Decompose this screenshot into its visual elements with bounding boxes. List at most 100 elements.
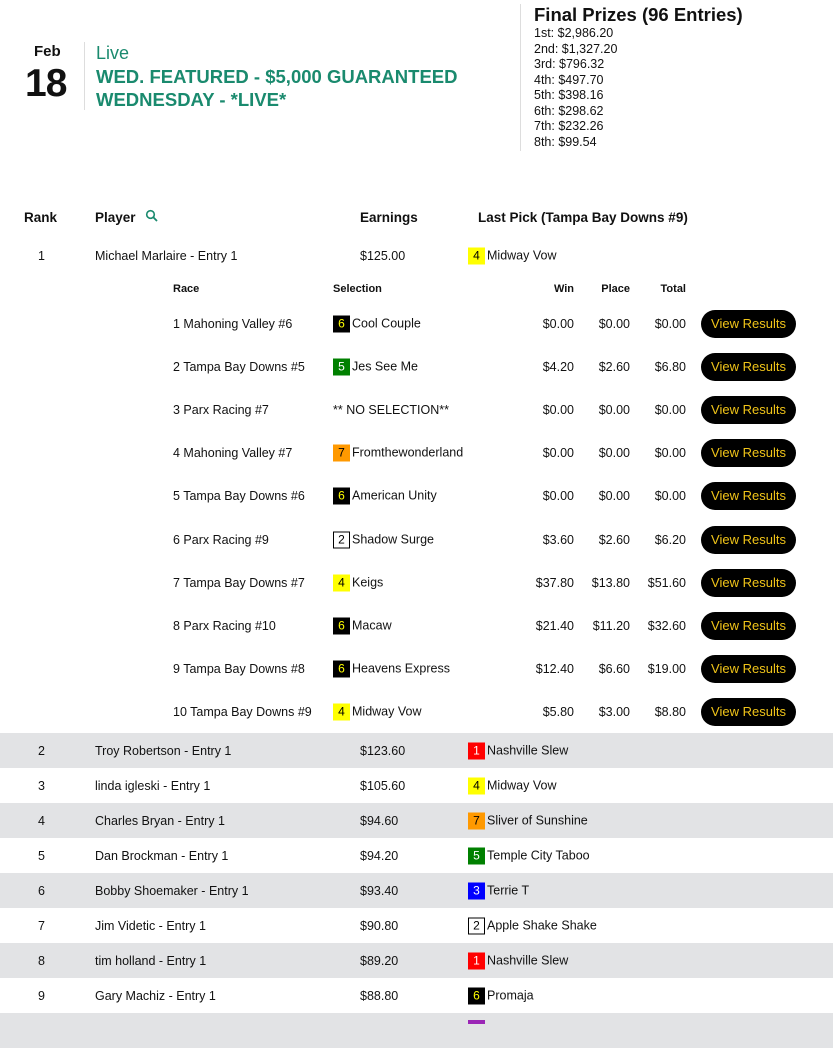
saddle-cloth-badge: 6 [333,315,350,332]
view-results-button[interactable]: View Results [701,395,796,424]
prize-item: 2nd: $1,327.20 [534,41,618,56]
search-icon[interactable] [145,209,159,228]
place-amount: $0.00 [598,316,630,331]
win-amount: $37.80 [535,575,574,590]
saddle-cloth-badge: 4 [333,574,350,592]
table-row[interactable]: 9 Gary Machiz - Entry 1 $88.80 6 Promaja [0,978,833,1013]
player-name[interactable]: Bobby Shoemaker - Entry 1 [95,883,249,898]
horse-name: Keigs [352,574,384,589]
saddle-cloth-badge: 3 [468,882,485,899]
win-amount: $21.40 [535,618,574,633]
rank: 7 [38,918,45,933]
horse-name: Temple City Taboo [487,847,590,862]
table-row[interactable]: 1 Michael Marlaire - Entry 1 $125.00 4 Midwa… [0,238,833,273]
horse-name: Jes See Me [352,358,419,373]
horse-name: Terrie T [487,882,530,897]
pick-cell: 3 Terrie T [468,882,529,899]
horse-name: Midway Vow [352,704,422,719]
saddle-cloth-badge: 6 [333,487,350,505]
race-name: 8 Parx Racing #10 [173,618,276,633]
prize-item: 1st: $2,986.20 [534,26,614,40]
saddle-cloth-badge: 5 [468,847,485,864]
view-results-button[interactable]: View Results [701,611,796,640]
player-name[interactable]: Jim Videtic - Entry 1 [95,918,206,933]
view-results-button[interactable]: View Results [701,309,796,338]
detail-row: 8 Parx Racing #10 6 Macaw $21.40 $11.20 $32.6… [0,604,833,647]
saddle-cloth-badge: 4 [333,703,350,721]
table-row[interactable]: 4 Charles Bryan - Entry 1 $94.60 7 Sliver of… [0,803,833,838]
pick-cell: 5 Jes See Me [333,358,419,376]
horse-name: Midway Vow [487,247,557,262]
total-amount: $0.00 [654,402,686,417]
detail-row: 2 Tampa Bay Downs #5 5 Jes See Me $4.20 $2.6… [0,345,833,388]
earnings: $94.60 [360,813,399,828]
place-amount: $3.00 [598,705,630,720]
detail-header-race: Race [173,282,200,295]
pick-cell: 4 Keigs [333,574,384,592]
horse-name: Nashville Slew [487,742,569,757]
detail-row: 7 Tampa Bay Downs #7 4 Keigs $37.80 $13.80 $5… [0,561,833,604]
rank: 2 [38,743,45,758]
race-name: 3 Parx Racing #7 [173,402,269,417]
horse-name: Heavens Express [352,661,450,676]
saddle-cloth-badge [468,1020,485,1024]
race-name: 10 Tampa Bay Downs #9 [173,705,312,720]
detail-header-selection: Selection [333,282,382,295]
place-amount: $11.20 [592,618,630,633]
view-results-button[interactable]: View Results [701,482,796,511]
pick-cell: 2 Shadow Surge [333,531,434,548]
view-results-button[interactable]: View Results [701,568,796,597]
horse-name: Midway Vow [487,777,557,792]
total-amount: $6.20 [654,532,686,547]
saddle-cloth-badge: 1 [468,952,485,969]
win-amount: $0.00 [542,402,574,417]
table-row[interactable]: 8 tim holland - Entry 1 $89.20 1 Nashville S… [0,943,833,978]
detail-row: 1 Mahoning Valley #6 6 Cool Couple $0.00 $0.… [0,302,833,345]
pick-cell: 6 Promaja [468,987,534,1004]
earnings: $105.60 [360,778,406,793]
table-row[interactable]: 3 linda igleski - Entry 1 $105.60 4 Midway V… [0,768,833,803]
event-month: Feb [34,43,61,60]
win-amount: $5.80 [542,705,574,720]
table-row[interactable]: 7 Jim Videtic - Entry 1 $90.80 2 Apple Shake… [0,908,833,943]
earnings: $88.80 [360,988,399,1003]
saddle-cloth-badge: 7 [468,812,485,829]
player-name[interactable]: Dan Brockman - Entry 1 [95,848,229,863]
place-amount: $0.00 [598,446,630,461]
view-results-button[interactable]: View Results [701,352,796,381]
saddle-cloth-badge: 1 [468,742,485,759]
saddle-cloth-badge: 6 [468,987,485,1004]
pick-cell: 4 Midway Vow [468,247,556,264]
total-amount: $51.60 [647,575,686,590]
pick-cell: 1 Nashville Slew [468,952,568,969]
horse-name: Promaja [487,987,534,1002]
table-row[interactable]: 2 Troy Robertson - Entry 1 $123.60 1 Nashvil… [0,733,833,768]
pick-cell: 2 Apple Shake Shake [468,917,597,934]
view-results-button[interactable]: View Results [701,655,796,684]
player-name[interactable]: Troy Robertson - Entry 1 [95,743,232,758]
prizes-heading: Final Prizes (96 Entries) [534,4,743,25]
player-name[interactable]: linda igleski - Entry 1 [95,778,211,793]
detail-row: 9 Tampa Bay Downs #8 6 Heavens Express $12.… [0,648,833,691]
table-row[interactable]: 5 Dan Brockman - Entry 1 $94.20 5 Temple Cit… [0,838,833,873]
view-results-button[interactable]: View Results [701,698,796,727]
player-name[interactable]: Gary Machiz - Entry 1 [95,988,216,1003]
column-header-player: Player [95,210,136,225]
total-amount: $32.60 [647,618,686,633]
total-amount: $6.80 [654,359,686,374]
horse-name: Macaw [352,618,392,633]
place-amount: $0.00 [598,402,630,417]
race-name: 1 Mahoning Valley #6 [173,316,293,331]
detail-row: 5 Tampa Bay Downs #6 6 American Unity $0.00… [0,475,833,518]
view-results-button[interactable]: View Results [701,439,796,468]
player-name[interactable]: Charles Bryan - Entry 1 [95,813,225,828]
table-row[interactable] [0,1013,833,1048]
divider [84,42,85,110]
rank: 5 [38,848,45,863]
player-name[interactable]: Michael Marlaire - Entry 1 [95,248,238,263]
race-name: 9 Tampa Bay Downs #8 [173,662,305,677]
player-name[interactable]: tim holland - Entry 1 [95,953,207,968]
view-results-button[interactable]: View Results [701,525,796,554]
earnings: $125.00 [360,248,406,263]
table-row[interactable]: 6 Bobby Shoemaker - Entry 1 $93.40 3 Terrie … [0,873,833,908]
